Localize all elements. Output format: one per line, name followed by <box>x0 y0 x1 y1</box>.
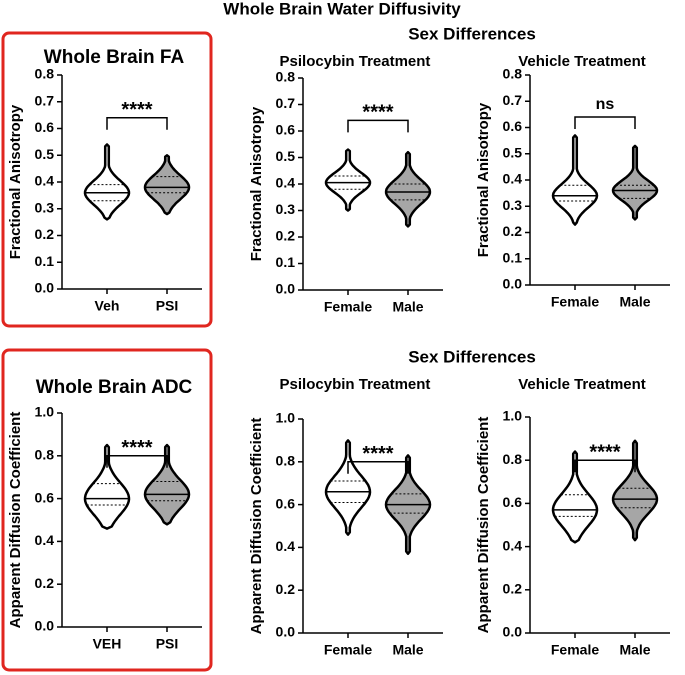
x-tick-label: Male <box>619 294 650 310</box>
highlight-box <box>1 348 213 672</box>
violin-body <box>551 134 599 226</box>
chart-title: Whole Brain ADC <box>36 377 193 398</box>
x-tick-label: PSI <box>156 636 179 652</box>
y-tick-label: 0.8 <box>35 447 55 463</box>
y-tick-label: 0.8 <box>276 69 296 85</box>
y-tick-label: 0.6 <box>276 495 296 511</box>
y-axis-label: Fractional Anisotropy <box>7 104 24 259</box>
y-tick-label: 0.2 <box>503 581 523 597</box>
significance-label: **** <box>362 102 393 124</box>
y-tick-label: 0.6 <box>35 119 55 135</box>
y-tick-label: 0.6 <box>503 118 523 134</box>
significance-bracket <box>574 459 636 473</box>
y-tick-label: 0.0 <box>35 618 55 634</box>
y-tick-label: 0.2 <box>276 581 296 597</box>
y-tick-label: 0.5 <box>503 144 523 160</box>
significance-bracket <box>106 117 168 130</box>
y-tick-label: 0.7 <box>276 95 296 111</box>
significance-label: ns <box>596 96 615 113</box>
violin-body <box>324 439 372 536</box>
y-tick-label: 0.7 <box>35 92 55 108</box>
y-tick-label: 0.6 <box>35 489 55 505</box>
violin-body <box>611 144 659 221</box>
y-tick-label: 0.4 <box>276 538 296 554</box>
x-tick-label: Male <box>392 642 423 658</box>
violin-body <box>143 443 191 526</box>
y-tick-label: 0.5 <box>35 146 55 162</box>
violin-body <box>384 150 432 228</box>
y-tick-label: 0.6 <box>503 494 523 510</box>
significance-bracket <box>106 455 168 468</box>
y-tick-label: 0.0 <box>503 276 523 292</box>
y-tick-label: 0.0 <box>35 280 55 296</box>
significance-label: **** <box>589 441 620 463</box>
y-tick-label: 0.1 <box>35 253 55 269</box>
y-tick-label: 0.3 <box>503 197 523 213</box>
y-tick-label: 0.0 <box>276 281 296 297</box>
figure-title: Whole Brain Water Diffusivity <box>223 0 461 18</box>
y-axis-label: Apparent Diffusion Coefficient <box>7 412 24 629</box>
chart-title: Psilocybin Treatment <box>280 376 431 393</box>
violin-body <box>324 148 372 212</box>
y-tick-label: 0.8 <box>503 66 523 82</box>
y-tick-label: 0.5 <box>276 148 296 164</box>
section-title: Sex Differences <box>408 24 536 43</box>
violin-body <box>611 439 659 542</box>
violin-body <box>83 443 131 530</box>
x-tick-label: PSI <box>156 298 179 314</box>
x-tick-label: Female <box>324 642 372 658</box>
y-tick-label: 0.4 <box>35 173 55 189</box>
y-tick-label: 1.0 <box>35 404 55 420</box>
y-tick-label: 0.3 <box>276 201 296 217</box>
y-tick-label: 0.8 <box>276 453 296 469</box>
significance-label: **** <box>121 437 152 459</box>
y-tick-label: 1.0 <box>276 410 296 426</box>
y-tick-label: 1.0 <box>503 408 523 424</box>
y-axis-label: Fractional Anisotropy <box>475 102 492 257</box>
significance-bracket <box>574 116 636 129</box>
y-tick-label: 0.3 <box>35 199 55 215</box>
y-tick-label: 0.4 <box>503 537 523 553</box>
y-tick-label: 0.4 <box>276 175 296 191</box>
y-tick-label: 0.2 <box>503 223 523 239</box>
violin-body <box>551 450 599 544</box>
significance-label: **** <box>362 443 393 465</box>
y-tick-label: 0.8 <box>503 451 523 467</box>
x-tick-label: Female <box>551 294 599 310</box>
chart-title: Vehicle Treatment <box>518 53 646 70</box>
y-axis-label: Apparent Diffusion Coefficient <box>248 418 265 635</box>
y-tick-label: 0.2 <box>276 228 296 244</box>
y-tick-label: 0.4 <box>503 171 523 187</box>
x-tick-label: Male <box>392 299 423 315</box>
y-tick-label: 0.0 <box>503 624 523 640</box>
y-tick-label: 0.1 <box>503 249 523 265</box>
chart-title: Psilocybin Treatment <box>280 53 431 70</box>
x-tick-label: Female <box>324 299 372 315</box>
y-tick-label: 0.2 <box>35 226 55 242</box>
y-tick-label: 0.2 <box>35 575 55 591</box>
significance-label: **** <box>121 99 152 121</box>
x-tick-label: VEH <box>93 636 122 652</box>
y-tick-label: 0.8 <box>35 66 55 82</box>
y-tick-label: 0.1 <box>276 254 296 270</box>
chart-title: Whole Brain FA <box>44 47 185 68</box>
y-axis-label: Apparent Diffusion Coefficient <box>475 417 492 634</box>
y-tick-label: 0.0 <box>276 624 296 640</box>
x-tick-label: Male <box>619 642 650 658</box>
significance-bracket <box>347 461 409 474</box>
chart-title: Vehicle Treatment <box>518 376 646 393</box>
section-title: Sex Differences <box>408 347 536 366</box>
y-tick-label: 0.6 <box>276 122 296 138</box>
y-tick-label: 0.7 <box>503 92 523 108</box>
y-tick-label: 0.4 <box>35 532 55 548</box>
x-tick-label: Female <box>551 642 599 658</box>
highlight-box <box>1 31 213 328</box>
violin-body <box>83 143 131 221</box>
x-tick-label: Veh <box>95 298 120 314</box>
significance-bracket <box>347 119 409 133</box>
violin-body <box>143 154 191 216</box>
y-axis-label: Fractional Anisotropy <box>248 106 265 261</box>
